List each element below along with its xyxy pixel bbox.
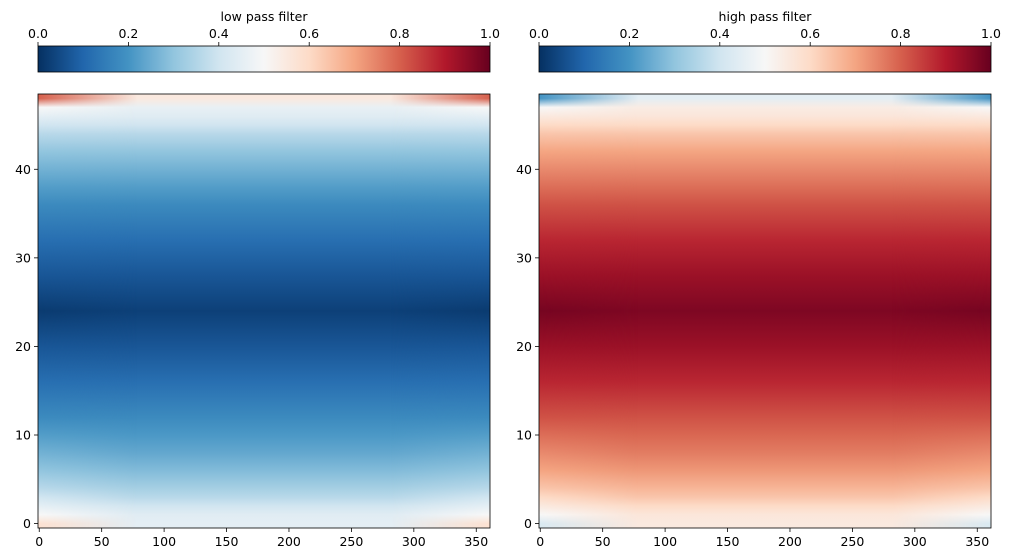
colorbar-tick-label: 0.4 [209,26,229,41]
x-axis: 0 50 100 150 200 250 300 350 [35,528,488,549]
x-tick-label: 250 [840,534,864,549]
y-tick-label: 10 [516,428,532,443]
colorbar-tick-label: 1.0 [981,26,1001,41]
x-tick-label: 350 [965,534,989,549]
x-tick-label: 150 [215,534,239,549]
colorbar [37,45,491,73]
plot-frame [37,93,491,529]
y-tick-label: 30 [15,250,31,265]
x-tick-label: 350 [464,534,488,549]
colorbar-tick-label: 0.0 [28,26,48,41]
x-tick-label: 200 [277,534,301,549]
x-tick-label: 100 [653,534,677,549]
colorbar-tick-label: 0.8 [891,26,911,41]
x-tick-label: 0 [536,534,544,549]
plot-frame [538,93,992,529]
heatmap-edge-layer [38,94,490,528]
colorbar [538,45,992,73]
colorbar-tick-label: 0.0 [529,26,549,41]
colorbar-label: high pass filter [719,9,813,24]
x-tick-label: 150 [716,534,740,549]
y-tick-label: 0 [23,516,31,531]
y-tick-label: 20 [516,339,532,354]
x-tick-label: 300 [903,534,927,549]
colorbar-tick-label: 0.8 [390,26,410,41]
heatmap-plot: 0 50 100 150 200 250 300 350 0 10 20 30 40 [516,93,992,549]
y-axis: 0 10 20 30 40 [15,162,38,531]
y-tick-label: 20 [15,339,31,354]
y-tick-label: 40 [516,162,532,177]
colorbar-ticks: 0.0 0.2 0.4 0.6 0.8 1.0 [28,26,500,46]
x-tick-label: 100 [152,534,176,549]
y-tick-label: 0 [524,516,532,531]
x-tick-label: 250 [339,534,363,549]
heatmap-edge-layer [539,94,991,528]
x-tick-label: 0 [35,534,43,549]
colorbar-label: low pass filter [221,9,309,24]
colorbar-tick-label: 0.2 [619,26,639,41]
heatmap-plot: 0 50 100 150 200 250 300 350 0 10 20 30 40 [15,93,491,549]
x-tick-label: 200 [778,534,802,549]
panel-high-pass: high pass filter 0.0 0.2 0.4 0.6 0.8 1.0 0 50 1… [516,9,1001,549]
x-tick-label: 300 [402,534,426,549]
x-tick-label: 50 [94,534,110,549]
y-tick-label: 10 [15,428,31,443]
panel-low-pass: low pass filter 0.0 0.2 0.4 0.6 0.8 1.0 0 50 10… [15,9,500,549]
colorbar-tick-label: 0.6 [299,26,319,41]
y-axis: 0 10 20 30 40 [516,162,539,531]
colorbar-tick-label: 0.2 [118,26,138,41]
x-axis: 0 50 100 150 200 250 300 350 [536,528,989,549]
colorbar-tick-label: 0.4 [710,26,730,41]
colorbar-tick-label: 1.0 [480,26,500,41]
y-tick-label: 40 [15,162,31,177]
colorbar-tick-label: 0.6 [800,26,820,41]
x-tick-label: 50 [595,534,611,549]
y-tick-label: 30 [516,250,532,265]
colorbar-ticks: 0.0 0.2 0.4 0.6 0.8 1.0 [529,26,1001,46]
